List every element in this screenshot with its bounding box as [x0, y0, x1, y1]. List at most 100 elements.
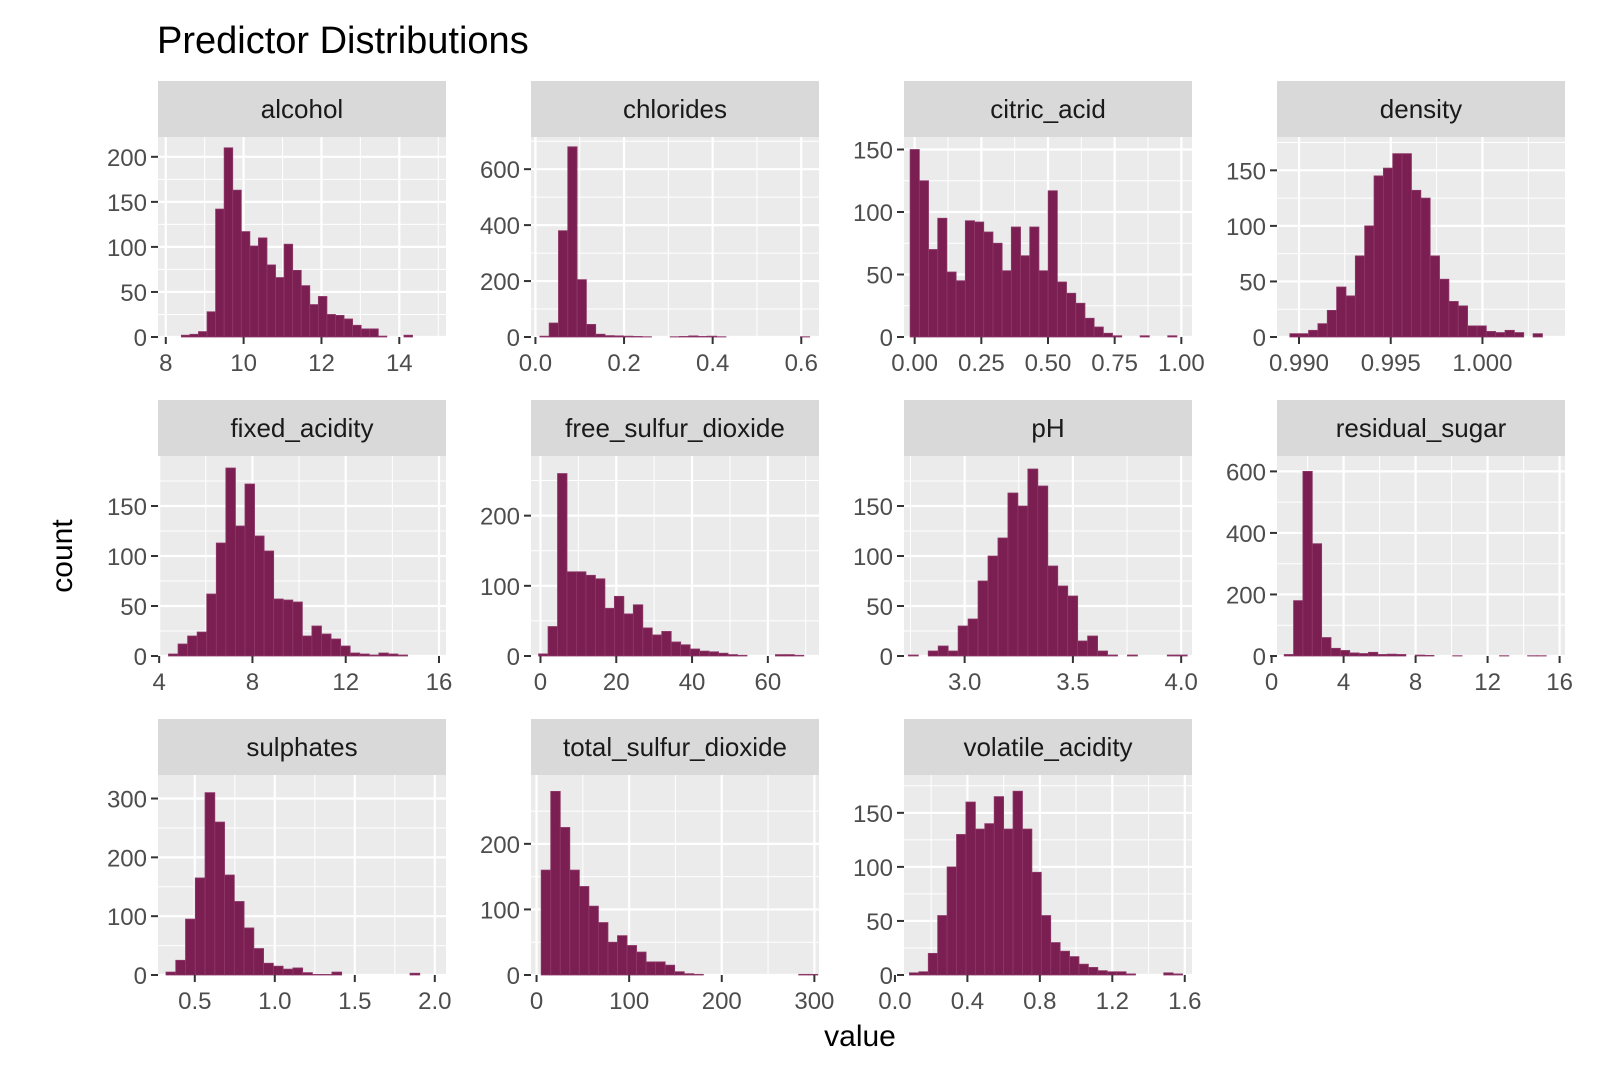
x-tick-label: 0.00 [891, 350, 938, 377]
x-tick-label: 1.5 [338, 988, 371, 1015]
x-tick-label: 12 [308, 350, 335, 377]
histogram-bar [205, 793, 215, 975]
histogram-bar [975, 222, 984, 337]
x-tick-label: 0.0 [878, 988, 911, 1015]
histogram-bar [264, 551, 274, 656]
histogram-bar [948, 651, 958, 656]
histogram-bar [241, 232, 250, 337]
histogram-bar [404, 335, 413, 337]
histogram-bar [598, 923, 608, 975]
y-tick-label: 600 [1226, 459, 1266, 486]
histogram-bar [1355, 256, 1364, 337]
histogram-bar [1468, 326, 1477, 337]
y-tick-label: 150 [853, 138, 893, 165]
histogram-bar [1346, 296, 1355, 337]
histogram-bar [675, 972, 685, 975]
x-tick-label: 0 [530, 988, 543, 1015]
histogram-bar [627, 945, 637, 975]
histogram-bar [1402, 154, 1411, 337]
histogram-bar [1098, 651, 1108, 656]
y-tick-label: 100 [853, 544, 893, 571]
y-tick-label: 150 [107, 190, 147, 217]
histogram-bar [1028, 469, 1038, 656]
x-tick-label: 16 [1546, 669, 1573, 696]
histogram-bar [190, 334, 199, 337]
histogram-bar [560, 827, 570, 975]
x-tick-label: 0.25 [958, 350, 1005, 377]
histogram-bar [1048, 566, 1058, 656]
histogram-bar [1309, 330, 1318, 337]
histogram-bar [224, 148, 233, 337]
histogram-bar [694, 974, 704, 975]
histogram-bar [341, 646, 351, 656]
y-tick-label: 150 [1226, 158, 1266, 185]
histogram-bar [186, 919, 196, 975]
histogram-bar [255, 536, 265, 656]
facet-strip-label: citric_acid [990, 94, 1106, 124]
x-tick-label: 0.8 [1023, 988, 1056, 1015]
x-tick-label: 0.6 [785, 350, 818, 377]
histogram-bar [689, 336, 698, 337]
histogram-bar [958, 626, 968, 656]
chart-title: Predictor Distributions [157, 20, 529, 62]
y-tick-label: 0 [880, 644, 893, 671]
x-tick-label: 0.75 [1091, 350, 1138, 377]
y-tick-label: 100 [107, 235, 147, 262]
histogram-bar [284, 244, 293, 337]
x-tick-label: 60 [754, 669, 781, 696]
y-tick-label: 200 [107, 145, 147, 172]
x-tick-label: 0.995 [1361, 350, 1421, 377]
histogram-bar [775, 655, 784, 656]
histogram-bar [264, 963, 274, 975]
y-tick-label: 100 [107, 904, 147, 931]
y-tick-label: 150 [853, 494, 893, 521]
histogram-bar [235, 526, 245, 656]
y-tick-label: 0 [134, 325, 147, 352]
histogram-bar [984, 232, 993, 337]
y-tick-label: 0 [1253, 644, 1266, 671]
x-tick-label: 8 [246, 669, 259, 696]
histogram-bar [216, 209, 225, 337]
histogram-bar [258, 238, 267, 337]
y-tick-label: 50 [866, 263, 893, 290]
histogram-bar [728, 655, 737, 656]
histogram-bar [1002, 271, 1011, 337]
histogram-bar [1337, 287, 1346, 337]
histogram-bar [998, 538, 1008, 656]
histogram-bar [1094, 327, 1103, 337]
histogram-bar [1303, 471, 1312, 656]
histogram-bar [614, 336, 623, 337]
y-tick-label: 200 [107, 845, 147, 872]
x-tick-label: 0.5 [178, 988, 211, 1015]
histogram-bar [267, 265, 276, 337]
histogram-bar [369, 655, 379, 656]
histogram-bar [794, 655, 803, 656]
histogram-bar [1393, 154, 1402, 337]
histogram-bar [1108, 655, 1118, 656]
histogram-bar [698, 336, 707, 337]
x-tick-label: 8 [159, 350, 172, 377]
x-tick-label: 0.2 [607, 350, 640, 377]
y-tick-label: 50 [1239, 269, 1266, 296]
histogram-bar [956, 281, 965, 337]
x-tick-label: 16 [426, 669, 453, 696]
histogram-bar [274, 599, 284, 656]
histogram-bar [321, 634, 331, 656]
histogram-bar [1327, 310, 1336, 337]
histogram-bar [1458, 306, 1467, 337]
y-tick-label: 0 [134, 963, 147, 990]
histogram-bar [379, 653, 389, 656]
histogram-bar [1078, 641, 1088, 656]
histogram-bar [1331, 648, 1340, 656]
histogram-bar [1177, 655, 1187, 656]
histogram-bar [283, 600, 293, 656]
histogram-bar [596, 334, 605, 337]
histogram-bar [738, 655, 747, 656]
histogram-bar [909, 973, 918, 975]
histogram-bar [225, 875, 235, 975]
